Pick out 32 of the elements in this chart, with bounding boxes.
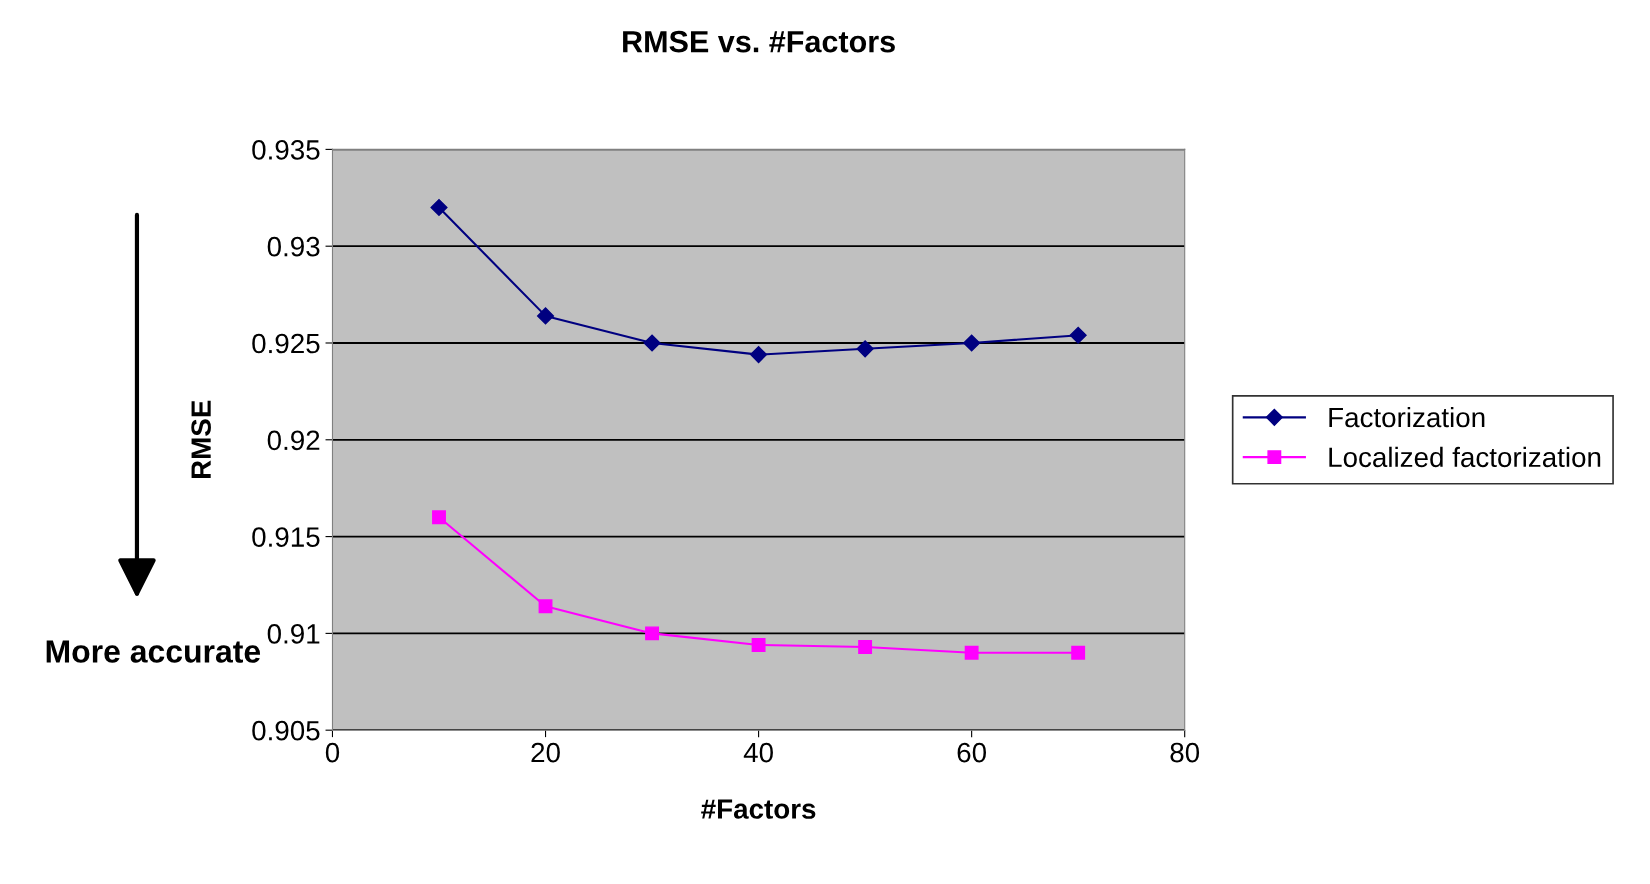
y-tick-label: 0.92 [267, 430, 320, 451]
point [536, 307, 555, 325]
x-tick-label: 60 [957, 742, 987, 763]
x-tick-label: 0 [325, 742, 340, 763]
point [1069, 326, 1087, 344]
point [963, 334, 981, 352]
legend-label: Localized factorization [1329, 446, 1601, 468]
y-tick-label: 0.935 [252, 140, 320, 160]
text: More accurate [46, 640, 261, 663]
x-tick-label: 40 [743, 742, 773, 763]
point [964, 645, 979, 660]
y-axis-title: RMSE [191, 400, 211, 479]
x-axis-title: #Factors [701, 799, 816, 819]
point [750, 346, 768, 364]
point [538, 599, 553, 614]
point [856, 340, 874, 358]
chart-title: RMSE vs. #Factors [623, 30, 895, 53]
legend-label: Factorization [1329, 406, 1485, 428]
point [432, 510, 446, 525]
point [643, 334, 661, 352]
point [645, 626, 660, 641]
point [430, 198, 448, 217]
point [1071, 645, 1086, 660]
y-tick-label: 0.905 [252, 720, 320, 741]
point [858, 639, 873, 654]
x-tick-label: 80 [1170, 742, 1200, 763]
x-tick-label: 20 [531, 742, 560, 763]
y-tick-label: 0.93 [267, 236, 320, 257]
y-tick-label: 0.915 [252, 527, 320, 547]
y-tick-label: 0.91 [267, 624, 320, 644]
point [751, 638, 766, 652]
y-tick-label: 0.925 [252, 333, 320, 354]
